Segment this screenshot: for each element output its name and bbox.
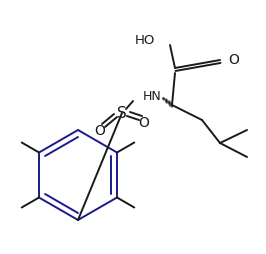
- Text: HN: HN: [143, 90, 162, 103]
- Text: O: O: [94, 124, 105, 138]
- Text: O: O: [228, 53, 239, 67]
- Text: S: S: [117, 105, 127, 120]
- Text: HO: HO: [135, 34, 155, 46]
- Text: O: O: [139, 116, 149, 130]
